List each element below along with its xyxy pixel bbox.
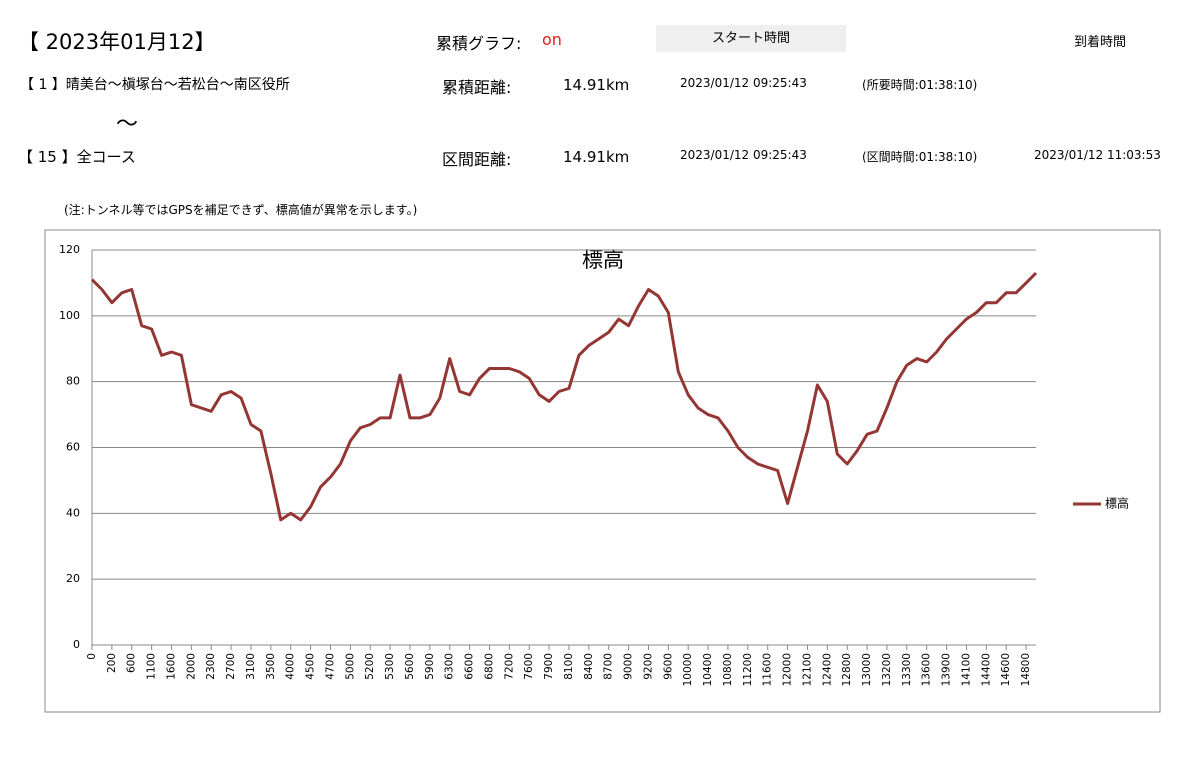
chart-frame	[44, 229, 1161, 713]
x-tick-label: 1100	[146, 653, 158, 680]
separator: ～	[116, 112, 139, 137]
x-tick-label: 12000	[782, 653, 794, 686]
x-tick-label: 7900	[543, 653, 555, 680]
x-tick-label: 11200	[742, 653, 754, 686]
duration: (所要時間:01:38:10)	[862, 78, 978, 92]
y-tick-label: 60	[66, 441, 80, 454]
y-tick-label: 80	[66, 375, 80, 388]
graph-label: 累積グラフ:	[436, 34, 522, 53]
x-tick-label: 5900	[424, 653, 436, 680]
x-tick-label: 0	[86, 653, 98, 660]
x-tick-label: 8400	[583, 653, 595, 680]
x-tick-label: 5200	[364, 653, 376, 680]
x-tick-label: 13900	[941, 653, 953, 686]
x-tick-label: 14800	[1020, 653, 1032, 686]
y-tick-label: 0	[73, 638, 80, 651]
x-tick-label: 600	[126, 653, 138, 673]
x-tick-label: 7600	[523, 653, 535, 680]
x-tick-label: 13200	[881, 653, 893, 686]
y-tick-label: 40	[66, 506, 80, 519]
x-tick-label: 14100	[960, 653, 972, 686]
x-tick-label: 9000	[623, 653, 635, 680]
duration: (区間時間:01:38:10)	[862, 150, 978, 164]
x-tick-label: 2700	[225, 653, 237, 680]
x-tick-label: 5000	[344, 653, 356, 680]
distance: 14.91km	[563, 76, 630, 94]
x-tick-label: 13300	[901, 653, 913, 686]
x-tick-label: 14600	[1000, 653, 1012, 686]
x-tick-label: 6800	[483, 653, 495, 680]
route: 【 15 】全コース	[18, 148, 136, 166]
x-tick-label: 10400	[702, 653, 714, 686]
x-tick-label: 2000	[185, 653, 197, 680]
x-tick-label: 5300	[384, 653, 396, 680]
x-tick-label: 7200	[503, 653, 515, 680]
x-tick-label: 12400	[821, 653, 833, 686]
route: 【 1 】晴美台～槇塚台～若松台～南区役所	[20, 77, 290, 93]
arrival-time: 2023/01/12 11:03:53	[1034, 148, 1161, 162]
distance: 14.91km	[563, 148, 630, 166]
x-tick-label: 8700	[603, 653, 615, 680]
distance-label: 累積距離:	[442, 78, 512, 97]
arrival-label: 到着時間	[1074, 35, 1127, 50]
x-tick-label: 6600	[464, 653, 476, 680]
x-tick-label: 8100	[563, 653, 575, 680]
x-tick-label: 10000	[682, 653, 694, 686]
start-button[interactable]: スタート時間	[656, 25, 846, 52]
x-tick-label: 200	[106, 653, 118, 673]
x-tick-label: 1600	[165, 653, 177, 680]
x-tick-label: 4500	[305, 653, 317, 680]
x-tick-label: 3100	[245, 653, 257, 680]
start-time: 2023/01/12 09:25:43	[680, 76, 807, 90]
distance-label: 区間距離:	[442, 150, 512, 169]
note: (注:トンネル等ではGPSを補足できず、標高値が異常を示します。)	[64, 203, 418, 217]
x-tick-label: 13600	[921, 653, 933, 686]
x-tick-label: 12800	[841, 653, 853, 686]
y-tick-label: 100	[59, 309, 80, 322]
line	[90, 271, 1038, 522]
x-tick-label: 14400	[980, 653, 992, 686]
x-tick-label: 3500	[265, 653, 277, 680]
legend-label: 標高	[1105, 496, 1129, 511]
x-tick-label: 6300	[444, 653, 456, 680]
y-tick-label: 120	[59, 243, 80, 256]
graph-value[interactable]: on	[542, 30, 562, 49]
x-tick-label: 9200	[642, 653, 654, 680]
x-tick-label: 4700	[324, 653, 336, 680]
x-tick-label: 13000	[861, 653, 873, 686]
x-tick-label: 10800	[722, 653, 734, 686]
chart-title: 標高	[582, 248, 624, 272]
start-time: 2023/01/12 09:25:43	[680, 148, 807, 162]
x-tick-label: 12100	[801, 653, 813, 686]
x-tick-label: 11600	[762, 653, 774, 686]
x-tick-label: 5600	[404, 653, 416, 680]
x-tick-label: 2300	[205, 653, 217, 680]
y-tick-label: 20	[66, 572, 80, 585]
x-tick-label: 4000	[285, 653, 297, 680]
x-tick-label: 9600	[662, 653, 674, 680]
date: 【 2023年01月12】	[18, 30, 216, 54]
